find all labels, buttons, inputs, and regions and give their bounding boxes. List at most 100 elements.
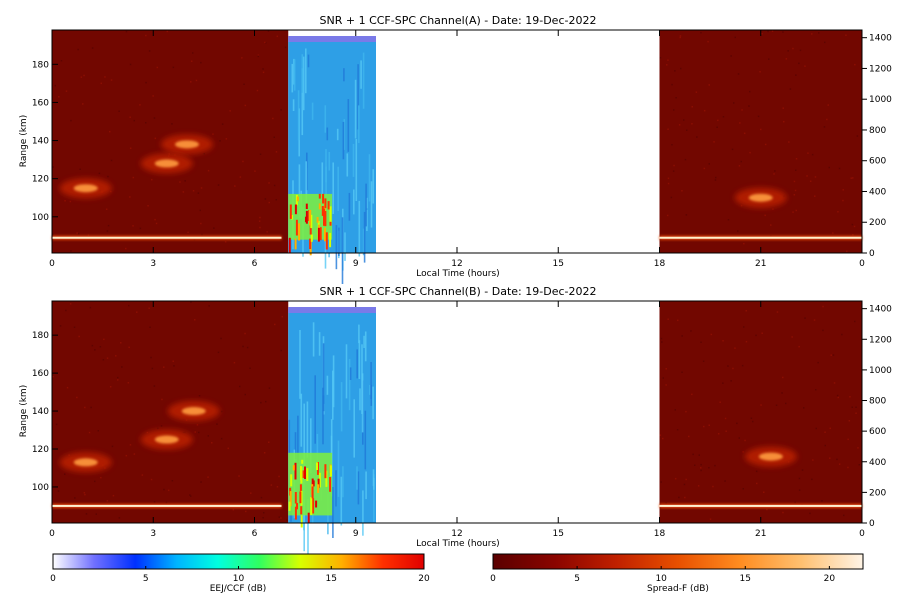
panel-a-eej-streak — [347, 99, 350, 152]
panel-b-speckle — [698, 454, 700, 456]
panel-a-eej-streak — [370, 181, 373, 228]
panel-b-speckle — [858, 464, 860, 466]
panel-b-eej-core-streak — [307, 512, 310, 524]
panel-a-eej-core-streak — [324, 211, 327, 227]
panel-a-speckle — [229, 110, 231, 112]
panel-a-speckle — [785, 58, 788, 60]
panel-b-speckle — [66, 386, 69, 389]
panel-b-eej-streak — [372, 469, 375, 487]
panel-a-speckle — [679, 36, 681, 39]
panel-b-speckle — [760, 404, 762, 406]
panel-b-eej-streak — [370, 362, 372, 399]
panel-b-speckle — [83, 492, 86, 494]
panel-b-eej-streak — [358, 340, 361, 379]
panel-b-x-tick-label: 15 — [553, 529, 564, 539]
panel-b-speckle — [837, 396, 839, 399]
panel-b-speckle — [838, 463, 841, 465]
panel-a-speckle — [65, 90, 68, 92]
panel-b-speckle — [855, 412, 857, 414]
panel-b-speckle — [700, 463, 702, 466]
panel-b-speckle — [84, 493, 86, 496]
panel-b-speckle — [115, 355, 117, 357]
panel-b-eej-core-streak — [294, 506, 297, 520]
panel-a-speckle — [807, 152, 809, 154]
panel-a-speckle — [77, 48, 79, 51]
panel-b-speckle — [812, 459, 814, 461]
panel-b-speckle — [725, 430, 727, 432]
panel-a-eej-streak — [293, 59, 296, 91]
colorbar-tick-label: 5 — [143, 574, 149, 584]
panel-b-speckle — [824, 444, 826, 447]
panel-b-speckle — [697, 485, 700, 487]
panel-a-speckle — [147, 205, 149, 207]
panel-b-speckle — [173, 365, 175, 367]
panel-b-speckle — [801, 469, 804, 471]
panel-a-speckle — [275, 199, 277, 201]
panel-a-speckle — [670, 196, 673, 199]
panel-a-speckle — [221, 123, 224, 125]
panel-a-eej-streak — [342, 121, 345, 160]
panel-a-speckle — [793, 180, 796, 183]
panel-b-eej-streak — [288, 419, 291, 460]
panel-b-eej-core-streak — [311, 486, 314, 499]
panel-b-speckle — [798, 489, 801, 491]
panel-b-speckle — [677, 319, 679, 322]
panel-a-speckle — [767, 30, 769, 33]
panel-b-speckle — [196, 424, 199, 426]
panel-b-speckle — [662, 377, 664, 379]
panel-a-y-tick-label: 120 — [32, 175, 49, 185]
panel-a-speckle — [703, 167, 706, 170]
panel-a-eej-streak — [338, 227, 340, 256]
panel-a-x-tick-label: 0 — [49, 259, 55, 269]
panel-a-thin-layer — [659, 236, 862, 239]
panel-b-eej-core-streak — [299, 491, 302, 504]
panel-b-speckle — [242, 345, 244, 348]
panel-b-speckle — [661, 341, 663, 343]
panel-a-title: SNR + 1 CCF-SPC Channel(A) - Date: 19-De… — [320, 14, 597, 27]
panel-a-eej-streak — [332, 162, 334, 214]
panel-a-speckle — [759, 71, 761, 73]
panel-a-eej-streak — [307, 54, 310, 68]
panel-b-x-tick-label: 0 — [859, 529, 865, 539]
panel-a-speckle — [804, 65, 806, 67]
colorbar-spread-f-label: Spread-F (dB) — [647, 584, 709, 594]
panel-b-eej-streak — [342, 466, 344, 498]
panel-b-speckle — [190, 495, 192, 497]
panel-b-speckle — [821, 500, 823, 502]
panel-a-speckle — [684, 158, 687, 161]
panel-b-speckle — [781, 392, 783, 394]
panel-a-speckle — [207, 169, 210, 172]
panel-a-eej-streak — [368, 154, 371, 202]
panel-a-eej-core-streak — [322, 193, 325, 204]
panel-b-speckle — [69, 303, 72, 305]
panel-b-eej-streak — [300, 393, 303, 447]
panel-a-speckle — [257, 54, 260, 56]
panel-a-speckle — [145, 34, 147, 37]
panel-a-speckle — [854, 63, 856, 66]
panel-b-speckle — [262, 517, 264, 519]
panel-a-speckle — [811, 153, 814, 156]
panel-a-eej-streak — [362, 52, 365, 109]
panel-b-speckle — [662, 437, 664, 440]
panel-a-speckle — [739, 122, 741, 124]
panel-a-eej-streak — [341, 217, 344, 284]
panel-b-speckle — [665, 502, 667, 504]
panel-b-speckle — [815, 389, 817, 391]
panel-a-x-tick-label: 12 — [451, 259, 462, 269]
panel-a-speckle — [104, 76, 106, 78]
colorbar-spread-f-ticks: 0 5 10 15 20 — [490, 566, 835, 584]
panel-b-y2-tick-label: 200 — [869, 488, 886, 498]
panel-a-speckle — [58, 96, 60, 98]
panel-a-eej-core-streak — [323, 208, 325, 226]
panel-a-speckle — [667, 128, 669, 130]
panel-a-eej-core-streak — [321, 206, 324, 216]
panel-b-speckle — [681, 371, 683, 373]
panel-b-speckle — [782, 376, 784, 379]
colorbar-spread-f: 0 5 10 15 20 Spread-F (dB) — [490, 553, 864, 594]
panel-b-speckle — [85, 513, 88, 515]
panel-a-speckle — [195, 79, 198, 82]
panel-a-speckle — [69, 200, 72, 203]
panel-b-speckle — [851, 406, 853, 408]
panel-b-eej-core-streak — [290, 474, 293, 487]
panel-a-speckle — [795, 74, 797, 76]
